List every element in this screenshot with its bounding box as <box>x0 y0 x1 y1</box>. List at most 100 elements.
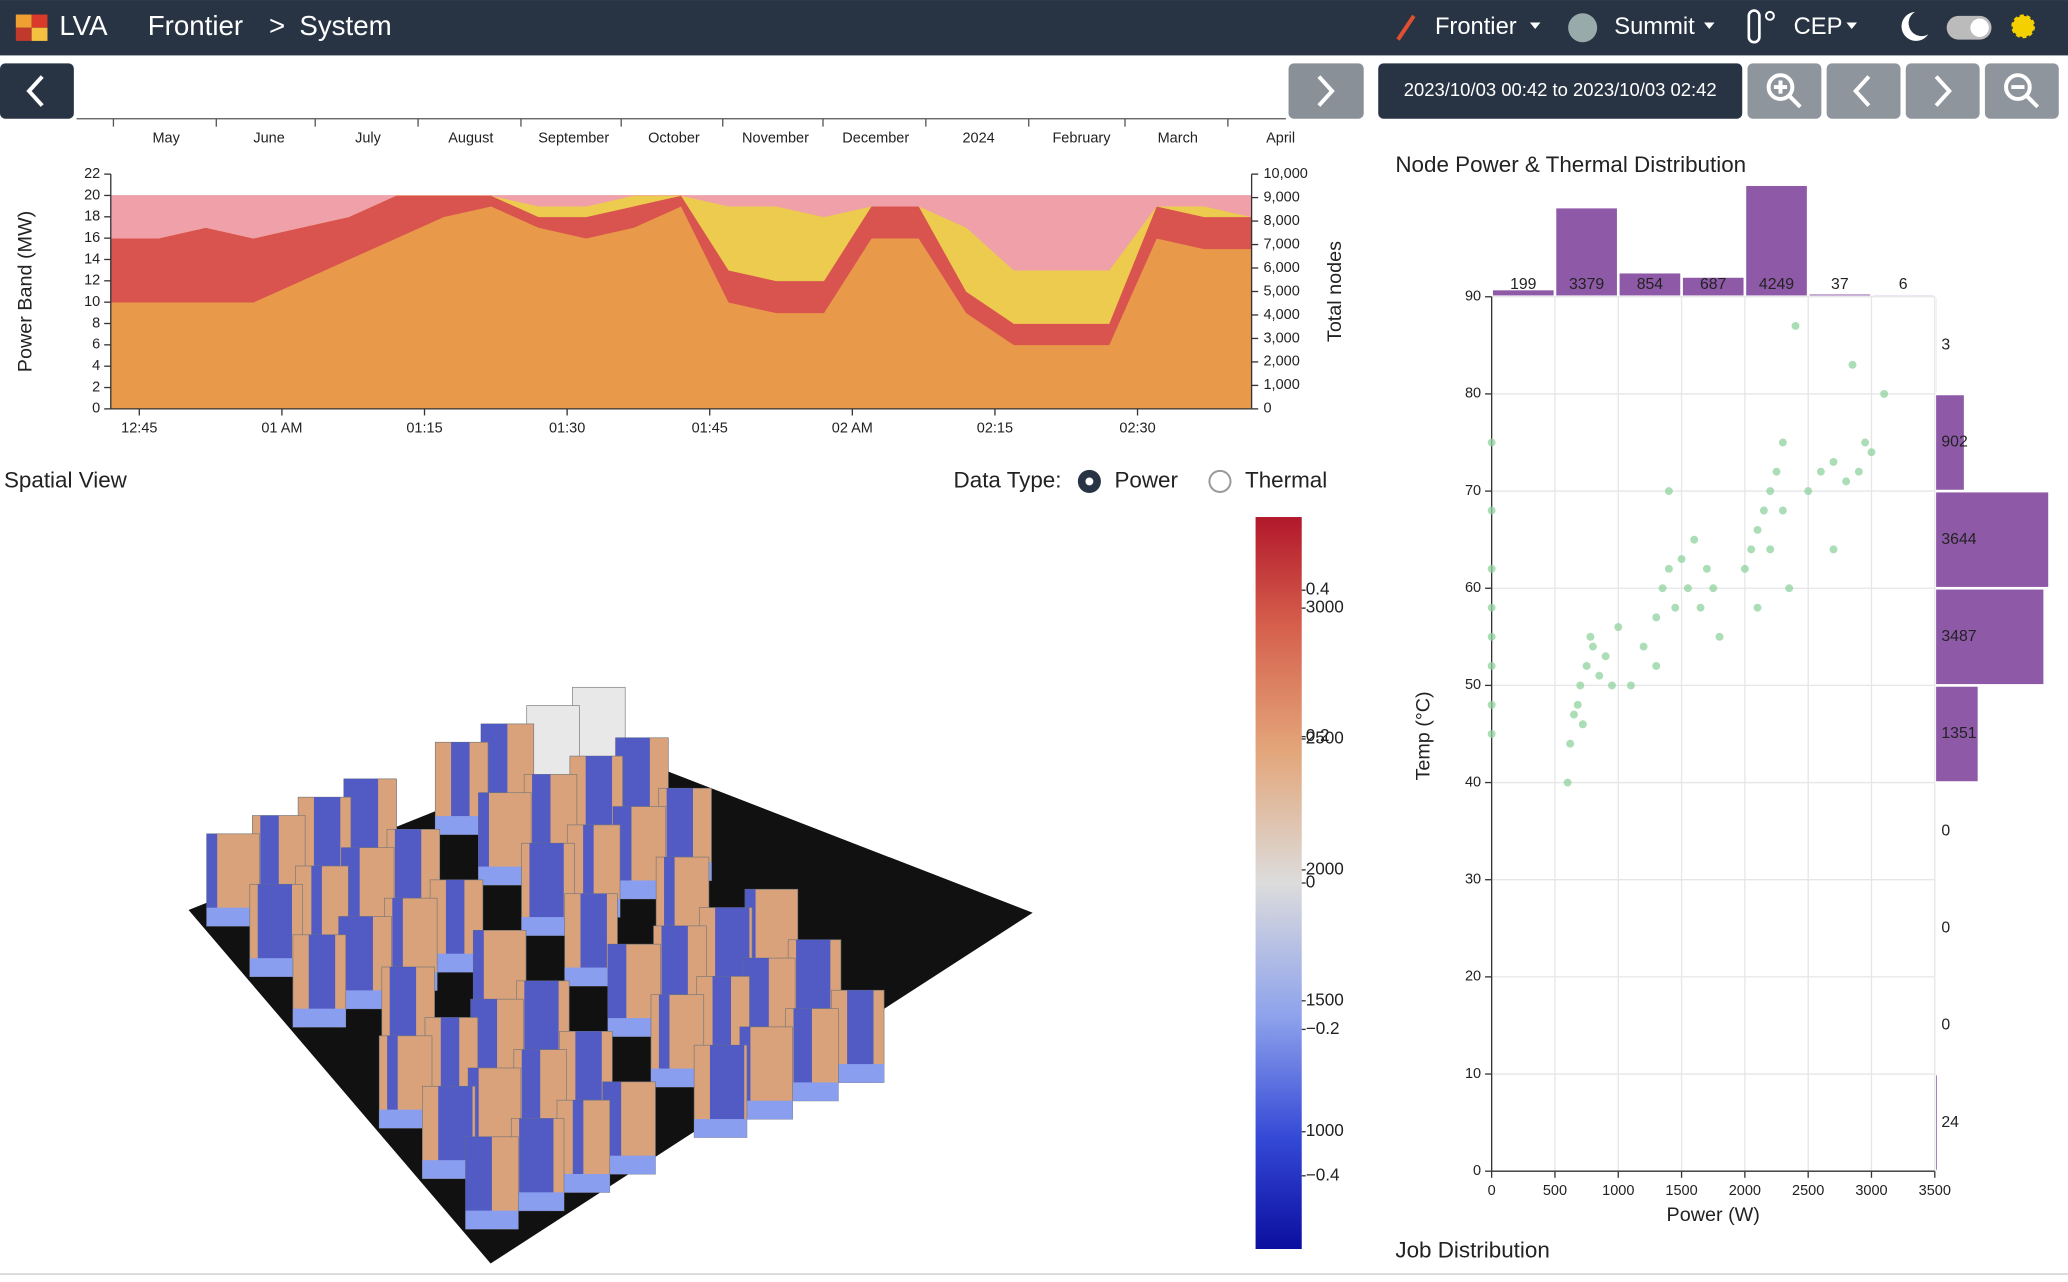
zoom-in-button[interactable] <box>1747 63 1822 119</box>
y2-tick-label: 7,000 <box>1263 236 1299 252</box>
rack-stripe <box>392 898 403 991</box>
x-tick-label: 500 <box>1543 1183 1567 1199</box>
x-tick-label: 02 AM <box>832 420 873 436</box>
sun-icon <box>2011 14 2036 39</box>
rack-base <box>379 1109 432 1129</box>
month-label: August <box>448 130 493 146</box>
histogram-bar <box>1746 185 1807 296</box>
point <box>1690 535 1699 544</box>
breadcrumb[interactable]: Frontier <box>148 10 243 41</box>
radio-label[interactable]: Thermal <box>1245 467 1327 492</box>
point <box>1683 584 1692 593</box>
x-tick-label: 01:30 <box>549 420 585 436</box>
rack-base <box>694 1119 747 1138</box>
point <box>1753 525 1762 534</box>
histogram-label: 4249 <box>1759 276 1794 293</box>
logo <box>15 14 48 41</box>
y2-axis-label: Total nodes <box>1324 241 1346 342</box>
toggle-knob <box>1970 18 1989 37</box>
histogram-label: 3644 <box>1941 531 1976 548</box>
colorbar-label: 0 <box>1306 872 1316 892</box>
menu[interactable]: CEP <box>1794 14 1843 40</box>
rack-base <box>292 1008 346 1028</box>
y-tick-label: 10 <box>84 294 100 310</box>
rack-base <box>521 917 575 936</box>
step-back-button[interactable] <box>1826 63 1901 119</box>
zoom-icon <box>2011 85 2040 109</box>
histogram-label: 37 <box>1831 276 1849 293</box>
histogram-label: 0 <box>1941 1017 1950 1034</box>
point <box>1715 632 1724 641</box>
y2-tick-label: 8,000 <box>1263 213 1299 229</box>
degree-icon <box>1764 10 1775 21</box>
y2-tick-label: 6,000 <box>1263 260 1299 276</box>
forward-button[interactable] <box>1288 63 1364 119</box>
app-name[interactable]: LVA <box>59 10 108 41</box>
rack-base <box>338 990 392 1009</box>
month-label: September <box>538 130 609 146</box>
point <box>1487 730 1496 738</box>
point <box>1785 584 1794 593</box>
breadcrumb-separator: > <box>269 10 285 41</box>
rack-base <box>249 958 303 977</box>
histogram-bar <box>1936 686 1978 782</box>
zoom-icon <box>1773 80 1802 109</box>
radio-dot <box>1085 477 1094 486</box>
rack-base <box>831 1064 885 1083</box>
y-tick-label: 14 <box>84 251 100 267</box>
x-axis-label: Power (W) <box>1667 1204 1760 1226</box>
point <box>1791 321 1800 330</box>
point <box>1778 438 1787 447</box>
x-tick-label: 1500 <box>1665 1183 1697 1199</box>
point <box>1677 555 1686 564</box>
rack-stripe <box>607 944 627 1037</box>
point <box>1626 681 1635 690</box>
month-label: December <box>842 130 909 146</box>
data-type-label: Data Type: <box>954 467 1062 492</box>
y-tick-label: 12 <box>84 273 100 289</box>
y-tick-label: 4 <box>92 358 100 374</box>
histogram-label: 24 <box>1941 1114 1959 1131</box>
point <box>1487 603 1496 612</box>
y-tick-label: 2 <box>92 379 100 395</box>
y-tick-label: 90 <box>1465 289 1481 305</box>
chevron-right <box>1934 75 1952 107</box>
rack-base <box>478 866 532 886</box>
back-button[interactable] <box>0 63 74 119</box>
point <box>1753 603 1762 612</box>
point <box>1487 506 1496 515</box>
x-tick-label: 01 AM <box>261 420 302 436</box>
radio-label[interactable]: Power <box>1114 467 1178 492</box>
point <box>1573 700 1582 709</box>
rack-base <box>739 1100 793 1120</box>
rack-stripe <box>583 824 594 918</box>
point <box>1487 700 1496 709</box>
y-tick-label: 60 <box>1465 580 1481 596</box>
y-tick-label: 0 <box>92 401 100 417</box>
colorbar-label: 0.2 <box>1306 725 1330 745</box>
rack-stripe <box>572 1100 584 1193</box>
y2-tick-label: 2,000 <box>1263 354 1299 370</box>
point <box>1842 477 1851 486</box>
point <box>1563 778 1572 787</box>
menu[interactable]: Summit <box>1614 14 1695 40</box>
point <box>1709 584 1718 593</box>
radio-button[interactable] <box>1208 469 1232 493</box>
step-forward-button[interactable] <box>1905 63 1980 119</box>
histogram-bar <box>1619 273 1681 296</box>
histogram-bar <box>1556 208 1617 296</box>
point <box>1595 671 1604 680</box>
chevron-left <box>26 75 44 107</box>
zoom-out-button[interactable] <box>1984 63 2059 119</box>
histogram-label: 199 <box>1510 276 1537 293</box>
colorbar-label: 3000 <box>1306 597 1344 617</box>
system-icon <box>1396 14 1416 41</box>
month-label: July <box>355 130 382 146</box>
menu[interactable]: Frontier <box>1435 14 1517 40</box>
point <box>1804 487 1813 496</box>
colorbar-label: −0.4 <box>1306 1164 1340 1184</box>
colorbar-label: 0.4 <box>1306 579 1330 599</box>
date-range[interactable] <box>1378 63 1743 119</box>
